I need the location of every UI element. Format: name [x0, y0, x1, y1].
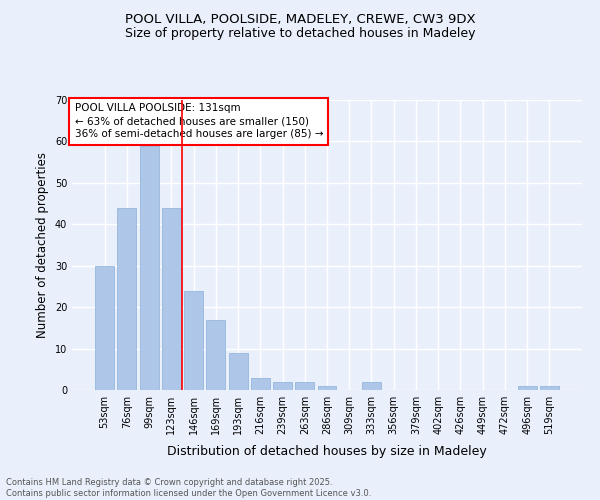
Text: Size of property relative to detached houses in Madeley: Size of property relative to detached ho…	[125, 28, 475, 40]
Bar	[273, 382, 292, 390]
Bar	[162, 208, 181, 390]
Bar	[184, 290, 203, 390]
Bar	[229, 352, 248, 390]
X-axis label: Distribution of detached houses by size in Madeley: Distribution of detached houses by size …	[167, 446, 487, 458]
Bar	[140, 146, 158, 390]
Text: POOL VILLA POOLSIDE: 131sqm
← 63% of detached houses are smaller (150)
36% of se: POOL VILLA POOLSIDE: 131sqm ← 63% of det…	[74, 103, 323, 140]
Bar	[95, 266, 114, 390]
Bar	[206, 320, 225, 390]
Bar	[518, 386, 536, 390]
Text: POOL VILLA, POOLSIDE, MADELEY, CREWE, CW3 9DX: POOL VILLA, POOLSIDE, MADELEY, CREWE, CW…	[125, 12, 475, 26]
Bar	[317, 386, 337, 390]
Bar	[362, 382, 381, 390]
Bar	[118, 208, 136, 390]
Text: Contains HM Land Registry data © Crown copyright and database right 2025.
Contai: Contains HM Land Registry data © Crown c…	[6, 478, 371, 498]
Bar	[251, 378, 270, 390]
Bar	[540, 386, 559, 390]
Y-axis label: Number of detached properties: Number of detached properties	[36, 152, 49, 338]
Bar	[295, 382, 314, 390]
